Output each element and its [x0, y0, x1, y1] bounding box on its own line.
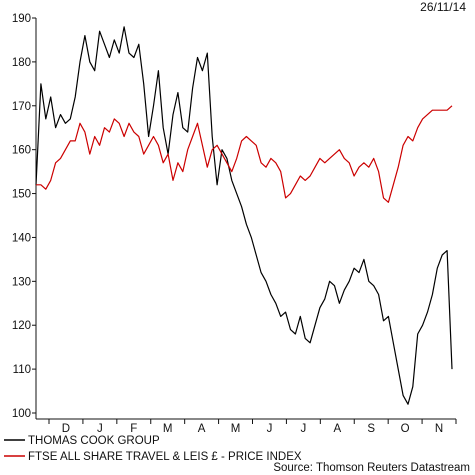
source-label: Source: Thomson Reuters Datastream [273, 462, 470, 474]
x-tick-label: F [130, 423, 137, 435]
series-line-ftse-all-share-travel-leis [36, 105, 453, 203]
x-tick-label: O [401, 423, 410, 435]
x-tick-label: J [267, 423, 273, 435]
x-tick-label: J [97, 423, 103, 435]
y-tick-label: 110 [13, 364, 31, 376]
x-tick-marks [48, 419, 457, 424]
y-tick-label: 170 [12, 101, 31, 113]
x-tick-label: A [333, 423, 341, 435]
x-tick-label: J [301, 423, 307, 435]
y-tick-label: 190 [12, 13, 31, 25]
y-tick-label: 120 [12, 320, 31, 332]
x-tick-label: N [435, 423, 443, 435]
y-tick-label: 180 [12, 57, 31, 69]
legend-label-ftse-all-share-travel-leis: FTSE ALL SHARE TRAVEL & LEIS £ - PRICE I… [28, 451, 302, 463]
y-tick-labels: 100 110 120 130 140 150 160 170 180 190 [12, 13, 31, 420]
series-line-thomas-cook-group [35, 26, 453, 405]
y-tick-label: 150 [12, 189, 31, 201]
x-tick-label: M [231, 423, 241, 435]
x-tick-label: S [367, 423, 375, 435]
legend-label-thomas-cook-group: THOMAS COOK GROUP [28, 435, 160, 447]
legend: THOMAS COOK GROUP FTSE ALL SHARE TRAVEL … [4, 435, 302, 463]
y-tick-label: 160 [12, 145, 31, 157]
x-tick-label: D [62, 423, 70, 435]
date-label: 26/11/14 [420, 0, 466, 14]
x-tick-label: A [198, 423, 206, 435]
y-tick-label: 100 [12, 408, 31, 420]
x-tick-label: M [163, 423, 173, 435]
y-tick-label: 130 [12, 276, 31, 288]
y-tick-marks [32, 17, 36, 414]
y-tick-label: 140 [12, 232, 31, 244]
